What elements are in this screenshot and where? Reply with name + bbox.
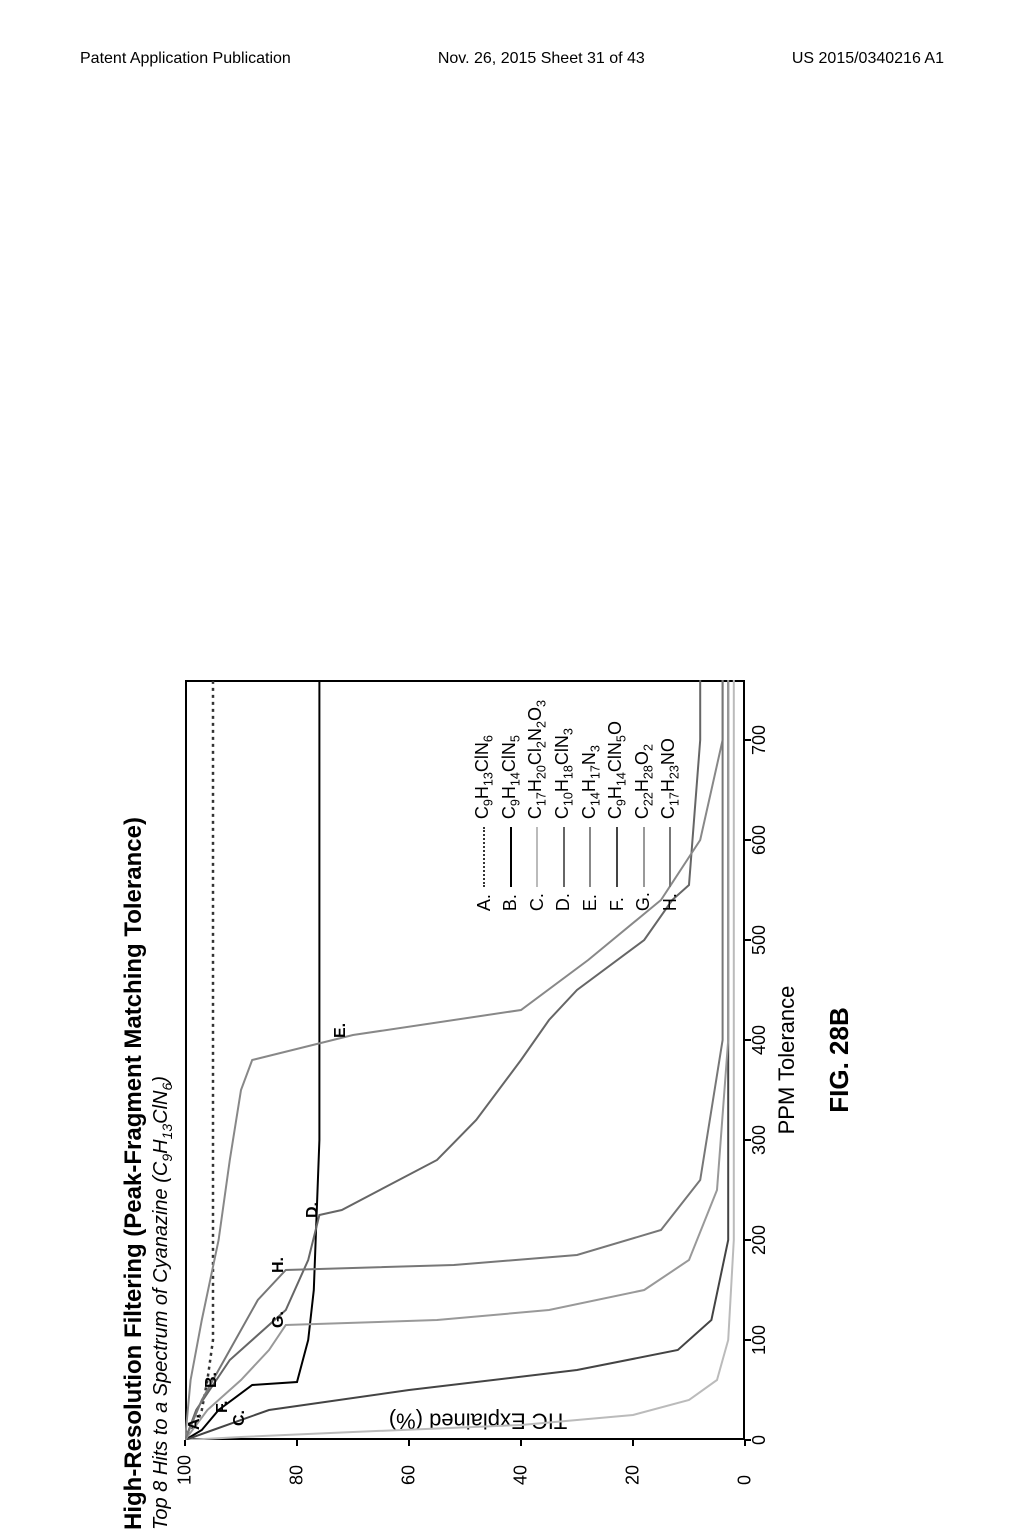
page-header: Patent Application Publication Nov. 26, … bbox=[0, 50, 1024, 68]
y-tick-label: 100 bbox=[175, 1455, 196, 1485]
legend-key: F. bbox=[607, 887, 628, 911]
plot-area: TIC Explained (%) PPM Tolerance FIG. 28B… bbox=[185, 680, 745, 1440]
legend-row-C: C. C17H20Cl2N2O3 bbox=[525, 700, 549, 911]
legend-row-D: D. C10H18ClN3 bbox=[552, 700, 576, 911]
legend-line-sample bbox=[616, 827, 618, 887]
y-tick-label: 60 bbox=[399, 1465, 420, 1485]
y-tick-label: 40 bbox=[511, 1465, 532, 1485]
y-tick-label: 20 bbox=[623, 1465, 644, 1485]
legend-formula: C9H14ClN5O bbox=[605, 721, 629, 819]
chart-subtitle: Top 8 Hits to a Spectrum of Cyanazine (C… bbox=[150, 570, 175, 1530]
series-label-E: E. bbox=[332, 1023, 350, 1038]
legend-formula: C17H23NO bbox=[658, 738, 682, 819]
x-axis-label: PPM Tolerance bbox=[774, 680, 800, 1440]
legend-key: B. bbox=[500, 887, 521, 911]
figure-container: High-Resolution Filtering (Peak-Fragment… bbox=[120, 180, 900, 1140]
legend-formula: C9H13ClN6 bbox=[472, 735, 496, 819]
legend: A.C9H13ClN6B.C9H14ClN5C.C17H20Cl2N2O3D.C… bbox=[469, 700, 685, 911]
legend-key: E. bbox=[580, 887, 601, 911]
y-tick-label: 0 bbox=[735, 1475, 756, 1485]
series-label-H: H. bbox=[270, 1257, 288, 1273]
series-label-A: A. bbox=[186, 1414, 204, 1430]
x-tick-label: 200 bbox=[749, 1225, 770, 1255]
header-left: Patent Application Publication bbox=[80, 50, 291, 68]
legend-formula: C22H28O2 bbox=[632, 744, 656, 819]
legend-row-F: F. C9H14ClN5O bbox=[605, 700, 629, 911]
legend-formula: C9H14ClN5 bbox=[499, 735, 523, 819]
legend-formula: C10H18ClN3 bbox=[552, 728, 576, 819]
legend-key: H. bbox=[660, 887, 681, 911]
figure-label: FIG. 28B bbox=[824, 680, 855, 1440]
legend-formula: C14H17N3 bbox=[579, 745, 603, 819]
legend-key: A. bbox=[474, 887, 495, 911]
series-line-A bbox=[185, 680, 213, 1440]
chart-title: High-Resolution Filtering (Peak-Fragment… bbox=[120, 570, 148, 1530]
legend-row-A: A. C9H13ClN6 bbox=[472, 700, 496, 911]
legend-line-sample bbox=[589, 827, 591, 887]
legend-line-sample bbox=[510, 827, 512, 887]
series-label-F: F. bbox=[214, 1401, 232, 1413]
legend-line-sample bbox=[563, 827, 565, 887]
x-tick-label: 100 bbox=[749, 1325, 770, 1355]
x-tick-label: 600 bbox=[749, 825, 770, 855]
x-tick-label: 300 bbox=[749, 1125, 770, 1155]
header-center: Nov. 26, 2015 Sheet 31 of 43 bbox=[438, 50, 645, 68]
legend-key: D. bbox=[553, 887, 574, 911]
legend-row-E: E. C14H17N3 bbox=[579, 700, 603, 911]
legend-row-B: B. C9H14ClN5 bbox=[499, 700, 523, 911]
legend-formula: C17H20Cl2N2O3 bbox=[525, 700, 549, 819]
series-label-C: C. bbox=[231, 1410, 249, 1426]
legend-key: C. bbox=[527, 887, 548, 911]
legend-line-sample bbox=[483, 827, 485, 887]
x-tick-label: 700 bbox=[749, 725, 770, 755]
x-tick-label: 500 bbox=[749, 925, 770, 955]
header-right: US 2015/0340216 A1 bbox=[792, 50, 944, 68]
legend-key: G. bbox=[633, 887, 654, 911]
y-tick-label: 80 bbox=[287, 1465, 308, 1485]
legend-row-H: H. C17H23NO bbox=[658, 700, 682, 911]
x-tick-label: 400 bbox=[749, 1025, 770, 1055]
x-tick-label: 0 bbox=[749, 1435, 770, 1445]
series-label-D: D. bbox=[304, 1202, 322, 1218]
rotated-chart: High-Resolution Filtering (Peak-Fragment… bbox=[120, 570, 900, 1530]
legend-line-sample bbox=[643, 827, 645, 887]
legend-row-G: G. C22H28O2 bbox=[632, 700, 656, 911]
series-label-B: B. bbox=[203, 1372, 221, 1388]
legend-line-sample bbox=[669, 827, 671, 887]
legend-line-sample bbox=[536, 827, 538, 887]
